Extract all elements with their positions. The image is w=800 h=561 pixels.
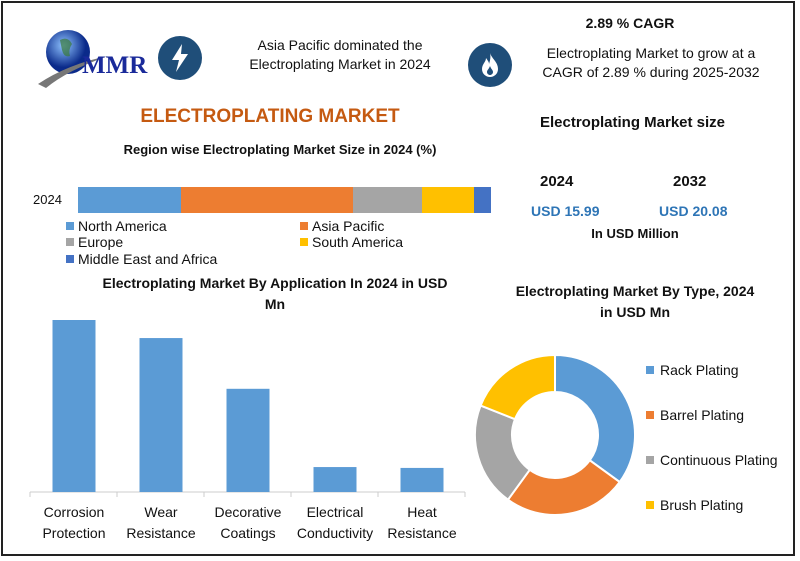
year-2024: 2024 bbox=[540, 173, 574, 190]
globe-icon bbox=[38, 30, 108, 88]
legend-label: North America bbox=[78, 218, 167, 234]
x-tick-label: Wear Resistance bbox=[126, 504, 196, 541]
legend-item: Middle East and Africa bbox=[66, 251, 217, 267]
region-bar-label: 2024 bbox=[33, 192, 62, 207]
legend-item: North America bbox=[66, 218, 167, 234]
legend-label: Europe bbox=[78, 234, 124, 250]
donut-slice bbox=[479, 353, 556, 421]
flame-icon bbox=[468, 43, 512, 87]
legend-label: Brush Plating bbox=[660, 497, 744, 513]
bar bbox=[139, 338, 183, 492]
legend-label: Continuous Plating bbox=[660, 452, 778, 468]
legend-item: Asia Pacific bbox=[300, 218, 384, 234]
donut-slice bbox=[554, 353, 636, 484]
legend-swatch bbox=[66, 255, 74, 263]
region-stacked-bar bbox=[78, 187, 491, 213]
legend-swatch bbox=[646, 456, 654, 464]
region-note: Asia Pacific dominated the Electroplatin… bbox=[249, 37, 431, 72]
main-title: ELECTROPLATING MARKET bbox=[140, 106, 400, 127]
region-segment bbox=[78, 187, 182, 213]
mmr-logo: MMR bbox=[30, 22, 150, 92]
donut-legend-item: Rack Plating bbox=[646, 362, 739, 378]
legend-label: Barrel Plating bbox=[660, 407, 745, 423]
legend-label: Asia Pacific bbox=[312, 218, 385, 234]
legend-label: Middle East and Africa bbox=[78, 251, 218, 267]
legend-item: South America bbox=[300, 234, 403, 250]
application-chart-title: Electroplating Market By Application In … bbox=[102, 275, 448, 312]
region-segment bbox=[353, 187, 423, 213]
legend-swatch bbox=[66, 238, 74, 246]
x-tick-label: Heat Resistance bbox=[387, 504, 457, 541]
x-tick-label: Corrosion Protection bbox=[42, 504, 106, 541]
value-2032: USD 20.08 bbox=[659, 203, 728, 219]
donut-legend-item: Barrel Plating bbox=[646, 407, 744, 423]
cagr-note: Electroplating Market to grow at a CAGR … bbox=[542, 45, 760, 80]
legend-label: South America bbox=[312, 234, 404, 250]
cagr-title: 2.89 % CAGR bbox=[585, 15, 675, 31]
donut-legend-item: Continuous Plating bbox=[646, 452, 778, 468]
region-chart-title: Region wise Electroplating Market Size i… bbox=[123, 142, 437, 157]
region-segment bbox=[422, 187, 475, 213]
x-tick-label: Electrical Conductivity bbox=[296, 504, 374, 541]
unit-label: In USD Million bbox=[591, 226, 679, 241]
legend-swatch bbox=[300, 222, 308, 230]
type-chart-title: Electroplating Market By Type, 2024 in U… bbox=[515, 283, 755, 320]
market-size-title: Electroplating Market size bbox=[539, 114, 726, 131]
legend-swatch bbox=[646, 366, 654, 374]
legend-swatch bbox=[300, 238, 308, 246]
legend-swatch bbox=[646, 411, 654, 419]
legend-label: Rack Plating bbox=[660, 362, 739, 378]
lightning-icon bbox=[158, 36, 202, 80]
region-segment bbox=[181, 187, 354, 213]
bar bbox=[52, 320, 96, 492]
application-bar-chart bbox=[29, 320, 466, 497]
value-2024: USD 15.99 bbox=[531, 203, 600, 219]
bar bbox=[226, 388, 270, 492]
bar bbox=[400, 467, 444, 492]
legend-item: Europe bbox=[66, 234, 123, 250]
x-tick-label: Decorative Coatings bbox=[214, 504, 282, 541]
year-2032: 2032 bbox=[673, 173, 707, 190]
type-donut-chart bbox=[474, 353, 636, 516]
bar bbox=[313, 467, 357, 492]
region-segment bbox=[474, 187, 491, 213]
legend-swatch bbox=[646, 501, 654, 509]
donut-legend-item: Brush Plating bbox=[646, 497, 743, 513]
legend-swatch bbox=[66, 222, 74, 230]
